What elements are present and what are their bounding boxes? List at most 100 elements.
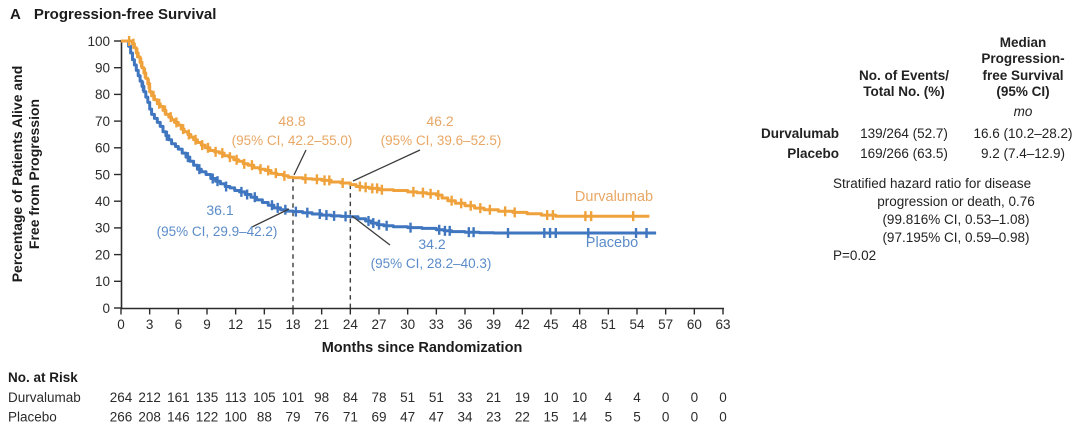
risk-count: 0 <box>691 410 699 425</box>
figure-title-bar: A Progression-free Survival <box>10 6 216 23</box>
median-header-line: Median <box>999 35 1047 50</box>
risk-count: 100 <box>224 410 247 425</box>
placebo-series <box>121 39 657 238</box>
row-events-value: 139/264 (52.7) <box>860 126 948 142</box>
risk-count: 101 <box>282 390 305 405</box>
risk-count: 4 <box>605 390 613 405</box>
events-column-header: No. of Events/ Total No. (%) <box>848 68 960 101</box>
x-tick-label: 18 <box>285 317 300 332</box>
risk-count: 0 <box>691 390 699 405</box>
risk-count: 47 <box>400 410 415 425</box>
risk-count: 98 <box>314 390 329 405</box>
reference-lines <box>292 177 352 308</box>
risk-count: 51 <box>429 390 444 405</box>
hazard-line: (99.816% CI, 0.53–1.08) <box>882 212 1030 228</box>
row-median-value: 9.2 (7.4–12.9) <box>980 145 1066 161</box>
annotation-ci: (95% CI, 39.6–52.5) <box>381 133 502 148</box>
risk-count: 71 <box>343 410 358 425</box>
risk-count: 208 <box>138 410 161 425</box>
risk-count: 33 <box>457 390 472 405</box>
summary-panel: No. of Events/ Total No. (%) Median Prog… <box>745 30 1079 265</box>
annotation-leader-line <box>351 215 391 246</box>
x-tick-label: 6 <box>175 317 183 332</box>
median-header-line: (95% CI) <box>996 84 1050 100</box>
row-label: Durvalumab <box>760 126 839 142</box>
placebo-curve-label: Placebo <box>586 235 638 251</box>
risk-count: 14 <box>572 410 588 425</box>
risk-count: 15 <box>543 410 558 425</box>
x-tick-label: 12 <box>228 317 243 332</box>
unit-row: mo <box>745 104 1079 120</box>
events-header-line: Total No. (%) <box>863 84 945 100</box>
x-tick-label: 30 <box>400 317 415 332</box>
x-tick-label: 42 <box>515 317 530 332</box>
hazard-line: progression or death, 0.76 <box>877 194 1035 210</box>
x-axis-title: Months since Randomization <box>322 340 523 356</box>
risk-count: 76 <box>314 410 329 425</box>
y-tick-label: 40 <box>95 194 110 209</box>
x-tick-label: 9 <box>203 317 211 332</box>
median-header-line: free Survival <box>982 67 1064 83</box>
annotation-leader-line <box>293 149 307 176</box>
y-tick-label: 90 <box>95 61 110 76</box>
risk-count: 34 <box>457 410 473 425</box>
y-axis-title: Free from Progression <box>26 99 42 249</box>
x-tick-label: 27 <box>371 317 386 332</box>
y-tick-label: 70 <box>95 114 110 129</box>
risk-count: 21 <box>486 390 501 405</box>
risk-count: 0 <box>662 390 670 405</box>
risk-count: 51 <box>400 390 415 405</box>
risk-count: 0 <box>662 410 670 425</box>
x-tick-label: 54 <box>629 317 645 332</box>
annotation-ci: (95% CI, 42.2–55.0) <box>232 133 353 148</box>
y-axis-title: Percentage of Patients Alive and <box>9 66 25 283</box>
annotation-leader-line <box>251 208 290 228</box>
risk-table-header: No. at Risk <box>8 370 78 385</box>
panel-letter: A <box>10 6 21 23</box>
annotation-leader-line <box>352 149 421 182</box>
y-tick-label: 100 <box>87 34 110 49</box>
risk-count: 264 <box>110 390 133 405</box>
y-tick-label: 80 <box>95 87 110 102</box>
events-header-line: No. of Events/ <box>858 67 949 83</box>
x-tick-label: 48 <box>572 317 587 332</box>
risk-count: 4 <box>633 390 641 405</box>
summary-row-placebo: Placebo 169/266 (63.5) 9.2 (7.4–12.9) <box>745 146 1079 162</box>
row-median-value: 16.6 (10.2–28.2) <box>973 126 1073 142</box>
risk-count: 113 <box>225 390 247 405</box>
risk-count: 212 <box>138 390 161 405</box>
x-tick-label: 57 <box>658 317 673 332</box>
annotation-value: 46.2 <box>426 113 453 129</box>
median-header-line: Progression- <box>981 51 1065 67</box>
x-tick-label: 0 <box>117 317 125 332</box>
unit-label: mo <box>1013 103 1033 119</box>
durvalumab-curve <box>121 39 650 218</box>
risk-count: 0 <box>719 410 727 425</box>
x-tick-label: 51 <box>601 317 616 332</box>
x-tick-label: 36 <box>457 317 472 332</box>
y-tick-label: 20 <box>95 247 110 262</box>
risk-row-label: Placebo <box>8 410 57 425</box>
risk-count: 23 <box>486 410 501 425</box>
y-tick-label: 60 <box>95 141 110 156</box>
x-tick-label: 45 <box>543 317 558 332</box>
risk-count: 10 <box>572 390 587 405</box>
x-tick-label: 33 <box>429 317 444 332</box>
risk-count: 266 <box>110 410 133 425</box>
y-tick-label: 50 <box>95 167 110 182</box>
risk-count: 84 <box>343 390 359 405</box>
risk-count: 0 <box>719 390 727 405</box>
annotation-ci: (95% CI, 29.9–42.2) <box>157 224 278 239</box>
summary-header-row: No. of Events/ Total No. (%) Median Prog… <box>745 35 1079 101</box>
risk-count: 88 <box>257 410 272 425</box>
x-tick-label: 24 <box>343 317 359 332</box>
risk-count: 5 <box>633 410 641 425</box>
risk-count: 146 <box>167 410 190 425</box>
durvalumab-series <box>121 36 650 222</box>
row-events-value: 169/266 (63.5) <box>860 145 948 161</box>
risk-count: 105 <box>253 390 276 405</box>
risk-count: 69 <box>371 410 386 425</box>
